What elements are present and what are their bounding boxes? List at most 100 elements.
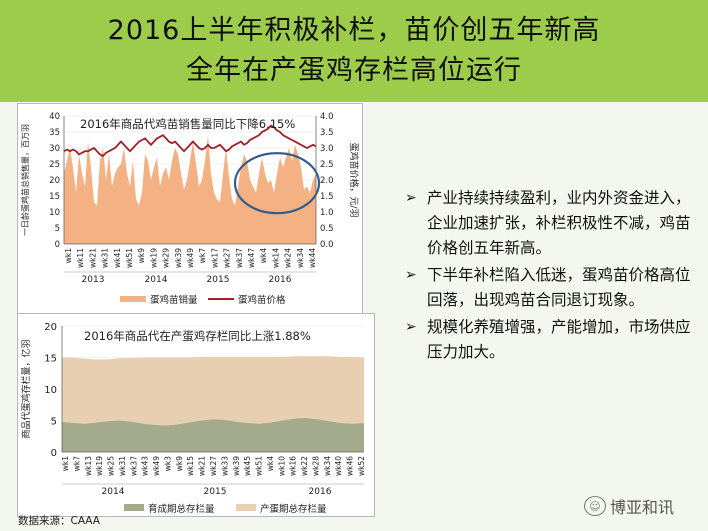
x-tick-label: wk31: [101, 248, 110, 268]
highlight-ellipse: [233, 152, 321, 215]
y-tick-label: 10: [49, 208, 60, 218]
x-tick-label: wk4: [266, 456, 275, 471]
x-tick-label: wk44: [308, 248, 317, 268]
y-axis-label: 一日龄蛋鸡苗总销售量，百万羽: [20, 124, 30, 236]
x-tick-label: wk21: [88, 248, 97, 268]
rearing-area: [62, 418, 364, 452]
y-tick-label: 25: [49, 160, 60, 170]
x-tick-label: wk16: [289, 456, 298, 476]
y-tick-label: 0: [51, 448, 57, 459]
x-tick-label: wk46: [346, 456, 355, 476]
x-tick-label: wk27: [223, 248, 232, 268]
x-tick-label: wk25: [107, 456, 116, 476]
y2-tick-label: 3.5: [320, 128, 334, 138]
x-tick-label: wk39: [174, 248, 183, 268]
x-tick-label: wk45: [243, 456, 252, 476]
chart-title: 2016年商品代鸡苗销售量同比下降6.15%: [80, 117, 295, 131]
bullet-list: ➢ 产业持续持续盈利，业内外资金进入，企业加速扩张，补栏积极性不减，鸡苗价格创五年…: [405, 186, 700, 367]
x-tick-label: wk10: [277, 456, 286, 476]
y2-tick-label: 1.0: [320, 208, 334, 218]
x-tick-label: wk24: [284, 248, 293, 268]
x-tick-label: wk15: [186, 456, 195, 476]
x-tick-label: wk49: [186, 248, 195, 268]
x-tick-label: wk11: [76, 248, 85, 268]
y-tick-label: 30: [49, 144, 60, 154]
bullet-text: 产业持续持续盈利，业内外资金进入，企业加速扩张，补栏积极性不减，鸡苗价格创五年新…: [427, 189, 691, 257]
year-label: 2014: [102, 487, 125, 497]
legend-label-price: 蛋鸡苗价格: [238, 294, 286, 306]
x-tick-label: wk43: [141, 456, 150, 476]
legend-label-sales: 蛋鸡苗销量: [150, 294, 198, 306]
x-tick-label: wk52: [357, 456, 366, 476]
y2-tick-label: 2.5: [320, 160, 334, 170]
x-tick-label: wk41: [113, 248, 122, 268]
arrow-icon: ➢: [405, 190, 417, 206]
arrow-icon: ➢: [405, 267, 417, 283]
bullet-item: ➢ 规模化养殖增强，产能增加，市场供应压力加大。: [405, 315, 700, 365]
x-tick-label: wk51: [125, 248, 134, 268]
x-tick-label: wk31: [118, 456, 127, 476]
x-tick-label: wk47: [247, 248, 256, 268]
title-line-1: 2016上半年积极补栏，苗价创五年新高: [107, 15, 601, 46]
x-tick-label: wk27: [209, 456, 218, 476]
x-tick-label: wk34: [323, 456, 332, 476]
x-tick-label: wk13: [84, 456, 93, 476]
chart-title: 2016年商品代在产蛋鸡存栏同比上涨1.88%: [84, 329, 311, 343]
y-tick-label: 35: [49, 128, 60, 138]
bullet-item: ➢ 产业持续持续盈利，业内外资金进入，企业加速扩张，补栏积极性不减，鸡苗价格创五年…: [405, 186, 700, 261]
y2-tick-label: 0.0: [320, 240, 334, 250]
legend-swatch-rearing: [124, 504, 144, 511]
x-tick-label: wk14: [271, 248, 280, 268]
x-tick-label: wk17: [210, 248, 219, 268]
bullet-text: 下半年补栏陷入低迷，蛋鸡苗价格高位回落，出现鸡苗合同退订现象。: [427, 266, 691, 309]
x-tick-label: wk3: [163, 456, 172, 471]
slide-header: 2016上半年积极补栏，苗价创五年新高 全年在产蛋鸡存栏高位运行: [0, 0, 708, 102]
y-tick-label: 10: [44, 385, 57, 396]
title-line-2: 全年在产蛋鸡存栏高位运行: [186, 55, 522, 86]
x-tick-label: wk7: [198, 248, 207, 263]
year-label: 2016: [309, 487, 332, 497]
watermark-text: 博亚和讯: [610, 498, 675, 517]
wechat-icon: ☺: [584, 496, 606, 516]
y-axis-label: 商品代蛋鸡存栏量，亿羽: [20, 339, 32, 438]
x-tick-label: wk33: [220, 456, 229, 476]
x-tick-label: wk34: [296, 248, 305, 268]
y-tick-label: 5: [51, 417, 57, 428]
y-tick-label: 15: [44, 354, 57, 365]
chick-sales-chart-panel: 0 5 10 15 20 25 30 35 40 0.0 0.5 1.0 1.5 2.0 2.5 3.0 3.5…: [17, 103, 363, 315]
legend-swatch-sales: [120, 296, 146, 302]
y2-axis-label: 蛋鸡苗价格，元/羽: [348, 142, 360, 217]
y2-tick-label: 4.0: [320, 112, 334, 122]
x-tick-label: wk1: [61, 456, 70, 471]
y-tick-label: 0: [55, 240, 60, 250]
watermark: ☺ 博亚和讯: [584, 494, 674, 518]
x-tick-label: wk7: [72, 456, 81, 471]
x-tick-label: wk9: [175, 456, 184, 471]
y-tick-label: 20: [44, 322, 57, 333]
y-tick-label: 5: [55, 224, 60, 234]
x-tick-label: wk49: [152, 456, 161, 476]
laying-area: [62, 356, 364, 426]
x-tick-label: wk37: [129, 456, 138, 476]
x-tick-label: wk21: [198, 456, 207, 476]
sales-area: [64, 135, 316, 244]
year-label: 2015: [204, 487, 227, 497]
bullet-text: 规模化养殖增强，产能增加，市场供应压力加大。: [427, 318, 691, 361]
bullet-item: ➢ 下半年补栏陷入低迷，蛋鸡苗价格高位回落，出现鸡苗合同退订现象。: [405, 263, 700, 313]
legend-swatch-laying: [236, 504, 256, 511]
x-tick-label: wk1: [64, 248, 73, 263]
x-tick-label: wk9: [137, 248, 146, 263]
x-tick-label: wk37: [235, 248, 244, 268]
x-tick-label: wk19: [95, 456, 104, 476]
chick-sales-chart: 0 5 10 15 20 25 30 35 40 0.0 0.5 1.0 1.5 2.0 2.5 3.0 3.5…: [20, 112, 360, 306]
year-label: 2016: [269, 275, 292, 285]
year-label: 2015: [207, 275, 230, 285]
year-label: 2013: [82, 275, 105, 285]
data-source: 数据来源：CAAA: [18, 515, 100, 527]
y-tick-label: 40: [49, 112, 60, 122]
y2-tick-label: 0.5: [320, 224, 334, 234]
legend-label-laying: 产蛋期总存栏量: [260, 503, 327, 515]
layer-inventory-chart-panel: 0 5 10 15 20 wk1 wk7 wk13 wk19 wk25 wk31 wk37 wk43 wk…: [17, 313, 375, 517]
